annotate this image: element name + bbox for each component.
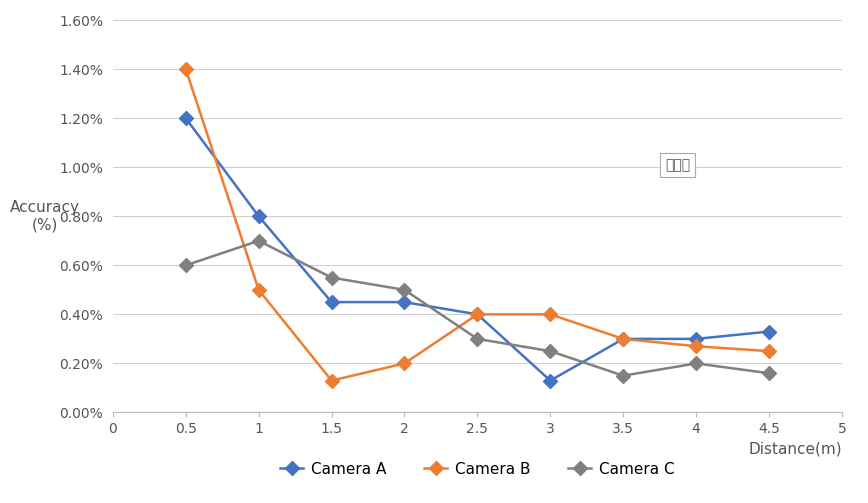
Camera C [545, 348, 556, 354]
Camera B [545, 311, 556, 317]
Camera C [399, 287, 410, 293]
Camera C [764, 370, 774, 376]
Camera B [618, 336, 628, 342]
Camera B [399, 361, 410, 367]
Camera C [691, 361, 701, 367]
Line: Camera B: Camera B [181, 64, 774, 385]
Camera B [764, 348, 774, 354]
Camera A [472, 311, 483, 317]
Camera B [472, 311, 483, 317]
Camera A [764, 328, 774, 334]
Camera A [691, 336, 701, 342]
Camera A [181, 115, 191, 121]
Camera C [181, 263, 191, 269]
Camera A [545, 378, 556, 384]
Text: 绘图区: 绘图区 [666, 158, 690, 173]
Camera A [253, 213, 264, 219]
Camera C [326, 275, 337, 281]
Y-axis label: Accuracy
(%): Accuracy (%) [10, 200, 80, 232]
Line: Camera A: Camera A [181, 113, 774, 385]
Camera C [253, 238, 264, 244]
Camera B [181, 66, 191, 72]
Legend: Camera A, Camera B, Camera C: Camera A, Camera B, Camera C [274, 456, 681, 483]
Camera A [618, 336, 628, 342]
X-axis label: Distance(m): Distance(m) [748, 442, 842, 457]
Camera C [472, 336, 483, 342]
Camera A [326, 299, 337, 305]
Camera A [399, 299, 410, 305]
Camera B [253, 287, 264, 293]
Camera C [618, 373, 628, 379]
Camera B [326, 378, 337, 384]
Camera B [691, 343, 701, 349]
Line: Camera C: Camera C [181, 236, 774, 381]
